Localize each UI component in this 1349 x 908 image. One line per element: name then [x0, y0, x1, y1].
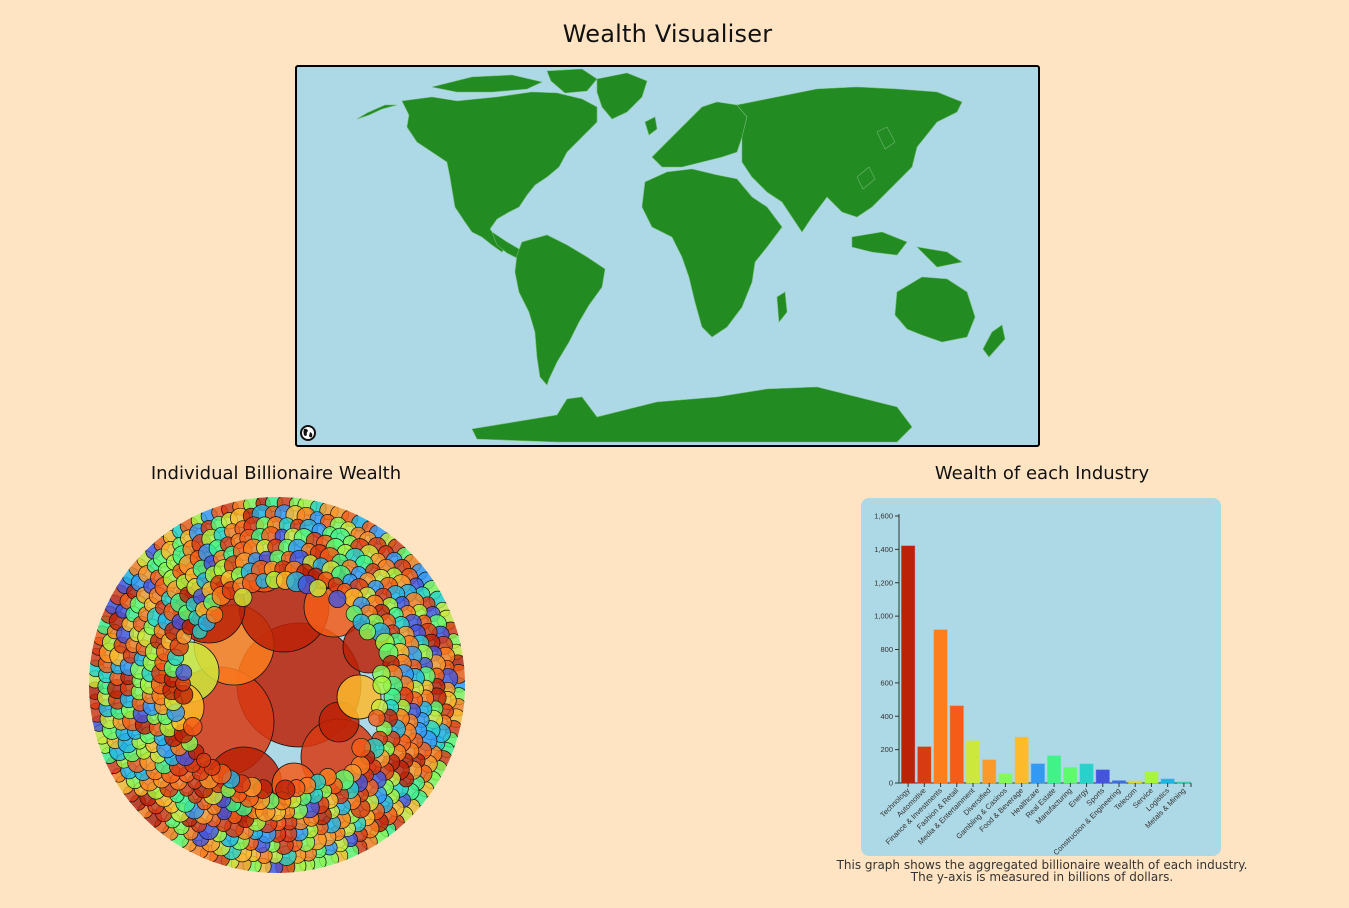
country-south-america	[514, 234, 606, 386]
billionaire-bubble[interactable]	[308, 579, 327, 598]
country-australia	[894, 276, 976, 343]
reset-view-button[interactable]	[299, 424, 317, 442]
bar-chart-caption: This graph shows the aggregated billiona…	[830, 859, 1254, 883]
bubble-chart[interactable]	[89, 497, 465, 873]
billionaire-bubble[interactable]	[196, 752, 212, 768]
y-tick-label: 1,400	[874, 545, 893, 554]
billionaire-bubble[interactable]	[275, 779, 296, 800]
y-tick-label: 200	[880, 745, 893, 754]
billionaire-bubble[interactable]	[372, 675, 392, 695]
y-tick-label: 1,000	[874, 612, 893, 621]
bar[interactable]	[1030, 763, 1045, 784]
bubble-chart-svg[interactable]	[89, 497, 465, 873]
bar[interactable]	[1095, 769, 1110, 784]
country-antarctica	[471, 386, 913, 443]
country-greenland	[596, 72, 648, 120]
bar-chart-svg: 02004006008001,0001,2001,4001,600Technol…	[874, 512, 1192, 856]
page-title: Wealth Visualiser	[562, 20, 773, 48]
country-north-america	[401, 91, 598, 253]
y-tick-label: 1,600	[874, 512, 893, 521]
country-africa	[641, 168, 783, 338]
billionaire-bubble[interactable]	[328, 590, 347, 609]
bar[interactable]	[1160, 778, 1175, 784]
billionaire-bubble[interactable]	[359, 623, 376, 641]
country-europe	[651, 101, 748, 168]
world-map[interactable]	[295, 65, 1040, 447]
billionaire-bubble[interactable]	[368, 709, 386, 727]
bar[interactable]	[1014, 736, 1029, 784]
bar[interactable]	[1112, 780, 1126, 784]
bar-chart-panel: 0 200 400 600 800 1,000 1,200 1,400 1,600 Technol…	[861, 498, 1221, 856]
bar[interactable]	[966, 740, 980, 784]
country-asia	[736, 86, 963, 233]
billionaire-bubble[interactable]	[205, 606, 224, 624]
billionaire-bubble[interactable]	[336, 674, 382, 720]
bar[interactable]	[1128, 780, 1143, 784]
y-tick-label: 1,200	[874, 578, 893, 587]
billionaire-bubble[interactable]	[183, 717, 203, 737]
bar[interactable]	[1079, 763, 1094, 784]
caption-line-1: This graph shows the aggregated billiona…	[836, 858, 1248, 872]
y-tick-label: 800	[880, 645, 893, 654]
bar[interactable]	[1176, 781, 1191, 784]
y-tick-label: 400	[880, 712, 893, 721]
billionaire-bubble[interactable]	[233, 587, 253, 607]
bar[interactable]	[982, 759, 997, 784]
globe-icon	[300, 425, 316, 441]
bar[interactable]	[949, 705, 964, 784]
billionaire-bubble[interactable]	[351, 737, 371, 758]
bar[interactable]	[917, 746, 932, 784]
bar[interactable]	[901, 545, 916, 784]
bar[interactable]	[1047, 755, 1062, 784]
y-tick-label: 600	[880, 678, 893, 687]
caption-line-2: The y-axis is measured in billions of do…	[910, 870, 1174, 884]
billionaire-bubble[interactable]	[175, 664, 193, 681]
y-tick-label: 0	[889, 779, 893, 788]
world-map-svg[interactable]	[297, 67, 1038, 445]
bar[interactable]	[933, 629, 948, 784]
bar[interactable]	[998, 773, 1013, 784]
bubble-chart-title: Individual Billionaire Wealth	[150, 463, 402, 484]
bar-chart-title: Wealth of each Industry	[934, 463, 1150, 484]
bar[interactable]	[1063, 767, 1078, 784]
bar[interactable]	[1144, 771, 1159, 784]
